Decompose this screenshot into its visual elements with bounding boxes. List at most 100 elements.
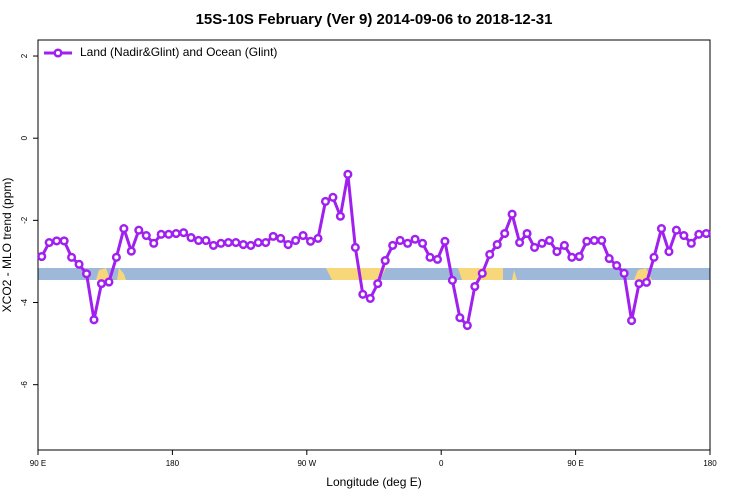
x-tick-label: 0 [439,459,444,468]
data-point [246,240,256,250]
data-point [447,275,457,285]
y-tick-label: -4 [20,298,29,306]
data-point [440,236,450,246]
data-point [37,251,47,262]
legend-marker [53,48,63,58]
data-point [81,269,92,279]
data-point [507,209,517,219]
data-point [201,235,211,246]
data-point [694,229,704,239]
data-point [96,279,107,289]
data-point [417,238,428,248]
x-tick-label: 180 [703,459,717,468]
data-point [582,236,592,246]
data-point [134,225,144,235]
data-point [44,237,54,248]
data-point [268,231,278,241]
data-point [485,249,495,259]
data-point [544,235,555,246]
data-point [261,237,271,248]
data-point [671,225,681,235]
data-point [701,228,711,239]
data-point [388,240,398,250]
data-point [164,229,174,239]
data-point [656,224,667,234]
data-point [432,254,443,264]
data-point [208,240,219,250]
data-point [612,260,622,271]
data-point [477,268,487,278]
data-point [425,252,435,262]
data-point [574,251,584,262]
y-tick-label: -2 [20,216,29,224]
data-point [193,235,204,246]
data-point [365,293,375,303]
data-point [335,211,345,221]
data-point [552,247,562,257]
x-tick-label: 90 E [30,459,46,468]
data-point [149,238,159,248]
data-point [373,279,383,289]
data-point [343,169,353,179]
data-point [470,281,480,292]
data-point [679,231,689,241]
data-point [619,268,629,278]
data-point [320,196,331,207]
data-point [186,233,196,243]
data-point [597,235,607,246]
data-point [500,228,510,239]
data-point [567,252,577,262]
legend-label: Land (Nadir&Glint) and Ocean (Glint) [80,45,277,59]
data-point [589,235,599,246]
data-point [515,237,525,248]
land-segment [117,268,126,280]
y-tick-label: 2 [20,53,29,58]
y-tick-label: 0 [20,135,29,140]
data-point [104,277,114,287]
data-point [664,247,674,257]
data-point [74,259,84,269]
data-point [216,238,226,248]
data-point [305,236,316,246]
data-point [350,242,360,253]
data-point [67,252,77,262]
data-point [238,240,248,250]
chart-title: 15S-10S February (Ver 9) 2014-09-06 to 2… [196,11,553,28]
data-point [313,233,323,243]
data-point [253,237,263,248]
data-point [291,235,301,246]
data-point [283,240,293,250]
data-point [52,236,62,246]
data-point [89,315,99,325]
y-tick-label: -6 [20,381,29,389]
land-ocean-band [38,268,710,280]
data-point [298,231,308,241]
data-point [604,254,614,264]
data-point [358,289,368,299]
data-point [111,252,121,262]
data-point [686,238,696,248]
y-axis-label: XCO2 - MLO trend (ppm) [0,178,14,313]
data-point [328,192,338,202]
land-segment [96,268,110,280]
data-point [171,228,181,239]
data-point [119,224,129,234]
x-tick-label: 90 W [297,459,316,468]
data-point [641,277,652,287]
data-point [462,320,472,331]
data-point [529,242,540,253]
series-line [40,172,707,328]
data-point [156,229,166,239]
data-point [380,256,390,266]
data-point [634,279,644,289]
data-point [559,240,569,250]
data-point [455,313,465,323]
data-point [179,228,189,238]
data-point [627,316,637,326]
data-point [492,240,502,250]
data-point [410,234,420,244]
data-point [522,228,532,239]
x-tick-label: 180 [166,459,180,468]
plot-frame [37,39,711,451]
